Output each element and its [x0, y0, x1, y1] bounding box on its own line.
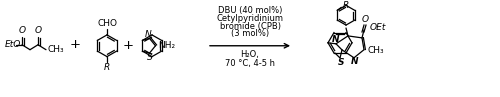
Text: DBU (40 mol%): DBU (40 mol%): [218, 6, 282, 15]
Text: CH₃: CH₃: [367, 46, 384, 55]
Text: NH₂: NH₂: [158, 41, 176, 50]
Text: R: R: [342, 1, 348, 10]
Text: N: N: [351, 57, 359, 66]
Text: R: R: [104, 64, 110, 72]
Text: O: O: [362, 15, 368, 24]
Text: OEt: OEt: [370, 23, 386, 32]
Text: N: N: [332, 35, 340, 44]
Text: (3 mol%): (3 mol%): [231, 29, 269, 38]
Text: O: O: [34, 26, 42, 35]
Text: S: S: [338, 58, 344, 67]
Text: S: S: [146, 53, 152, 62]
Text: CHO: CHO: [97, 19, 117, 28]
Text: N: N: [145, 30, 152, 39]
Text: Cetylpyridinium: Cetylpyridinium: [216, 14, 284, 23]
Text: O: O: [18, 26, 26, 35]
Text: +: +: [70, 38, 80, 51]
Text: 70 °C, 4-5 h: 70 °C, 4-5 h: [225, 59, 275, 68]
Text: H₂O,: H₂O,: [240, 50, 260, 59]
Text: EtO: EtO: [5, 40, 21, 49]
Text: CH₃: CH₃: [47, 45, 64, 54]
Text: +: +: [122, 39, 134, 52]
Text: bromide (CPB): bromide (CPB): [220, 22, 280, 31]
